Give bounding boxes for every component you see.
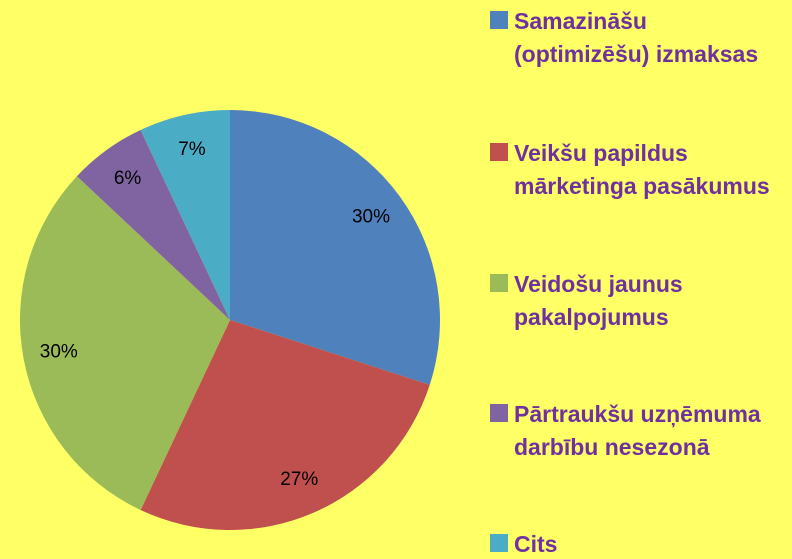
data-label: 6% — [114, 168, 142, 189]
legend-label: Veikšu papildus mārketinga pasākumus — [514, 140, 770, 199]
legend-swatch — [490, 143, 508, 161]
legend-swatch — [490, 404, 508, 422]
legend-label: Samazināšu (optimizēšu) izmaksas — [514, 8, 759, 67]
data-label: 27% — [280, 469, 318, 490]
pie-slice — [20, 176, 231, 511]
legend-item: Veikšu papildus mārketinga pasākumus — [490, 137, 785, 203]
data-label: 7% — [178, 139, 206, 160]
legend-label: Veidošu jaunus pakalpojumus — [514, 271, 683, 330]
legend-swatch — [490, 274, 508, 292]
legend-label: Pārtraukšu uzņēmuma darbību nesezonā — [514, 401, 761, 460]
legend-swatch — [490, 534, 508, 552]
data-label: 30% — [40, 342, 78, 363]
legend-item: Veidošu jaunus pakalpojumus — [490, 268, 785, 334]
legend-item: Cits — [490, 528, 785, 559]
data-label: 30% — [352, 207, 390, 228]
pie-slice — [140, 320, 430, 530]
pie-slice — [140, 110, 230, 320]
legend-label: Cits — [514, 531, 558, 557]
legend-swatch — [490, 11, 508, 29]
pie-area: 30% 27% 30% 6% 7% — [20, 110, 440, 530]
pie-slice — [76, 129, 230, 320]
legend-item: Samazināšu (optimizēšu) izmaksas — [490, 5, 785, 71]
legend-item: Pārtraukšu uzņēmuma darbību nesezonā — [490, 398, 785, 464]
pie-slice — [230, 110, 440, 385]
